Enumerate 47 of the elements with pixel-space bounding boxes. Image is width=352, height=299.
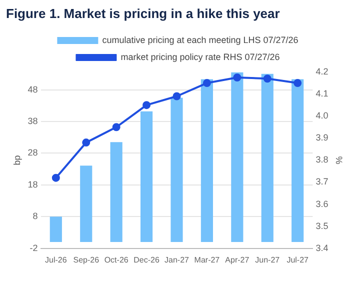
x-tick-label: Jan-27 [164,255,190,264]
bar [292,79,304,242]
point [233,74,242,82]
legend-label: market pricing policy rate RHS 07/27/26 [120,52,280,62]
x-tick-label: Apr-27 [225,255,250,264]
bar [50,216,62,242]
y2-tick-label: 3.8 [316,154,328,165]
y-axis-title: bp [12,155,22,166]
y-tick-label: 18 [28,179,38,190]
bar [200,79,213,242]
x-tick-label: Jun-27 [255,255,280,264]
y2-tick-label: 3.7 [316,176,328,187]
x-tick-label: Oct-26 [104,255,129,264]
y-tick-label: 48 [28,84,38,94]
x-tick-label: Jul-27 [286,255,310,264]
x-tick-label: Jul-26 [45,255,68,264]
legend-label: cumulative pricing at each meeting LHS 07/27/26 [102,34,298,45]
y-tick-label: 8 [32,211,38,222]
point [172,92,181,100]
bar [110,142,122,242]
y2-tick-label: 4.2 [316,66,328,76]
bar [140,111,153,242]
y2-tick-label: 3.5 [316,220,328,231]
bar [170,98,183,242]
y2-tick-label: 4.1 [316,88,328,99]
chart-title: Figure 1. Market is pricing in a hike this year [5,5,281,23]
y2-tick-label: 3.6 [316,198,328,209]
x-tick-label: Dec-26 [134,255,160,264]
y-tick-label: 38 [28,116,38,126]
bar [80,166,92,242]
point [294,79,302,88]
y2-tick-label: 3.9 [316,132,328,143]
y2-tick-label: 4.0 [316,110,328,121]
point [202,79,211,88]
y2-tick-label: 3.4 [316,242,328,253]
y2-axis-title: % [334,156,344,164]
point [52,174,60,182]
bar [231,72,244,242]
bar [261,74,274,242]
point [263,74,272,83]
x-tick-label: Sep-26 [73,255,100,264]
point [142,101,151,110]
point [112,123,120,132]
x-tick-label: Mar-27 [194,255,220,264]
y-tick-label: 28 [28,148,38,158]
y-tick-label: -2 [30,242,38,253]
point [82,138,90,147]
